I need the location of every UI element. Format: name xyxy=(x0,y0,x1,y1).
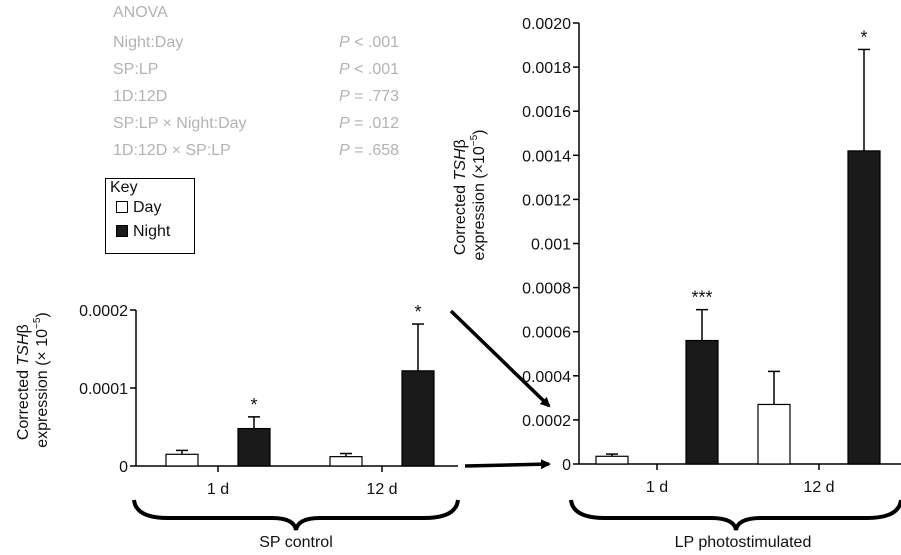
bar xyxy=(595,455,629,465)
significance-marker: *** xyxy=(691,288,712,308)
anova-p-value: P = .012 xyxy=(339,115,400,132)
legend-item-night: Night xyxy=(116,223,170,241)
x-tick-label: 12 d xyxy=(803,479,834,496)
anova-factor: 1D:12D xyxy=(113,88,168,105)
legend: Key Day Night xyxy=(105,178,195,254)
anova-p-value: P < .001 xyxy=(339,34,400,51)
legend-item-day: Day xyxy=(116,199,161,217)
anova-title: ANOVA xyxy=(113,4,168,21)
anova-factor: SP:LP xyxy=(113,61,159,78)
x-tick-label: 1 d xyxy=(646,479,668,496)
y-tick-label: 0 xyxy=(562,457,571,474)
legend-title: Key xyxy=(110,179,138,196)
anova-p-value: P = .773 xyxy=(339,88,400,105)
x-tick-label: 12 d xyxy=(366,481,397,498)
significance-marker: * xyxy=(414,302,421,322)
legend-label: Night xyxy=(133,223,171,240)
chart1-group-label: SP control xyxy=(259,534,333,551)
chart1-plot: 0 0.0001 0.0002 1 d 12 d * * xyxy=(79,302,458,498)
connector-arrow-horizontal xyxy=(464,459,551,470)
y-tick-label: 0.0006 xyxy=(522,325,571,342)
anova-factor: Night:Day xyxy=(113,34,184,51)
chart2-group-label: LP photostimulated xyxy=(675,534,812,551)
anova-factor: 1D:12D × SP:LP xyxy=(113,142,231,159)
bar xyxy=(847,150,881,465)
chart2-ylabel: Corrected TSHβ expression (×10−5) xyxy=(452,129,488,260)
y-tick-label: 0.0001 xyxy=(79,381,128,398)
significance-marker: * xyxy=(250,395,257,415)
y-tick-label: 0.0004 xyxy=(522,369,571,386)
bar xyxy=(237,427,271,467)
significance-marker: * xyxy=(860,27,867,47)
anova-p-value: P = .658 xyxy=(339,142,400,159)
bar xyxy=(401,370,435,467)
y-tick-label: 0.0018 xyxy=(522,60,571,77)
chart2-plot: 0 0.0002 0.0004 0.0006 0.0008 0.001 0.0012 0.00… xyxy=(522,16,901,496)
y-tick-label: 0.0002 xyxy=(79,303,128,320)
chart2-group-bracket xyxy=(569,499,901,531)
y-tick-label: 0.0016 xyxy=(522,104,571,121)
bar xyxy=(165,453,199,467)
legend-swatch-night xyxy=(116,225,128,237)
y-tick-label: 0.001 xyxy=(531,237,571,254)
y-tick-label: 0 xyxy=(119,459,128,476)
chart1-ylabel: Corrected TSHβ expression (× 10−5) xyxy=(15,312,51,447)
bar xyxy=(757,403,791,465)
y-tick-label: 0.0020 xyxy=(522,16,571,33)
x-tick-label: 1 d xyxy=(207,481,229,498)
legend-swatch-day xyxy=(116,201,128,213)
anova-p-value: P < .001 xyxy=(339,61,400,78)
bar xyxy=(685,339,719,465)
y-tick-label: 0.0008 xyxy=(522,281,571,298)
legend-label: Day xyxy=(133,199,162,216)
y-tick-label: 0.0014 xyxy=(522,148,571,165)
anova-factor: SP:LP × Night:Day xyxy=(113,115,247,132)
connector-arrow-diagonal xyxy=(449,309,551,408)
y-tick-label: 0.0002 xyxy=(522,413,571,430)
bar xyxy=(329,456,363,467)
y-tick-label: 0.0012 xyxy=(522,192,571,209)
chart1-group-bracket xyxy=(132,499,460,531)
